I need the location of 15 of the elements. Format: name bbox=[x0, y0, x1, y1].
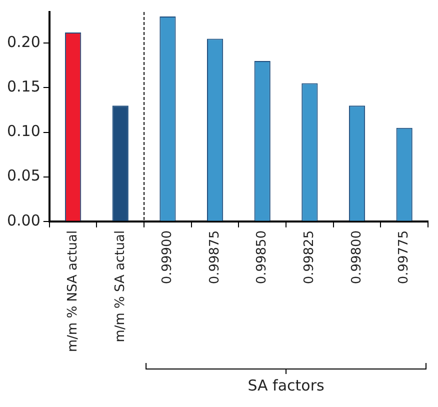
x-tick-label: 0.99875 bbox=[207, 230, 222, 284]
x-tick-label: 0.99775 bbox=[396, 230, 412, 284]
y-tick-label: 0.05 bbox=[6, 166, 40, 185]
x-tick-label: m/m % SA actual bbox=[112, 230, 128, 342]
y-tick-label: 0.10 bbox=[6, 122, 40, 140]
bar bbox=[112, 106, 128, 221]
x-tick-label: 0.99900 bbox=[160, 230, 176, 284]
y-tick-label: 0.20 bbox=[6, 33, 40, 52]
y-tick-label: 0.00 bbox=[6, 211, 40, 230]
x-tick-label: 0.99825 bbox=[302, 230, 318, 284]
x-tick-label: 0.99850 bbox=[254, 230, 270, 284]
y-tick-label: 0.15 bbox=[6, 78, 40, 96]
text: SA factors bbox=[248, 376, 324, 394]
x-tick-label: 0.99800 bbox=[349, 230, 364, 284]
x-tick-label: m/m % NSA actual bbox=[65, 230, 80, 352]
